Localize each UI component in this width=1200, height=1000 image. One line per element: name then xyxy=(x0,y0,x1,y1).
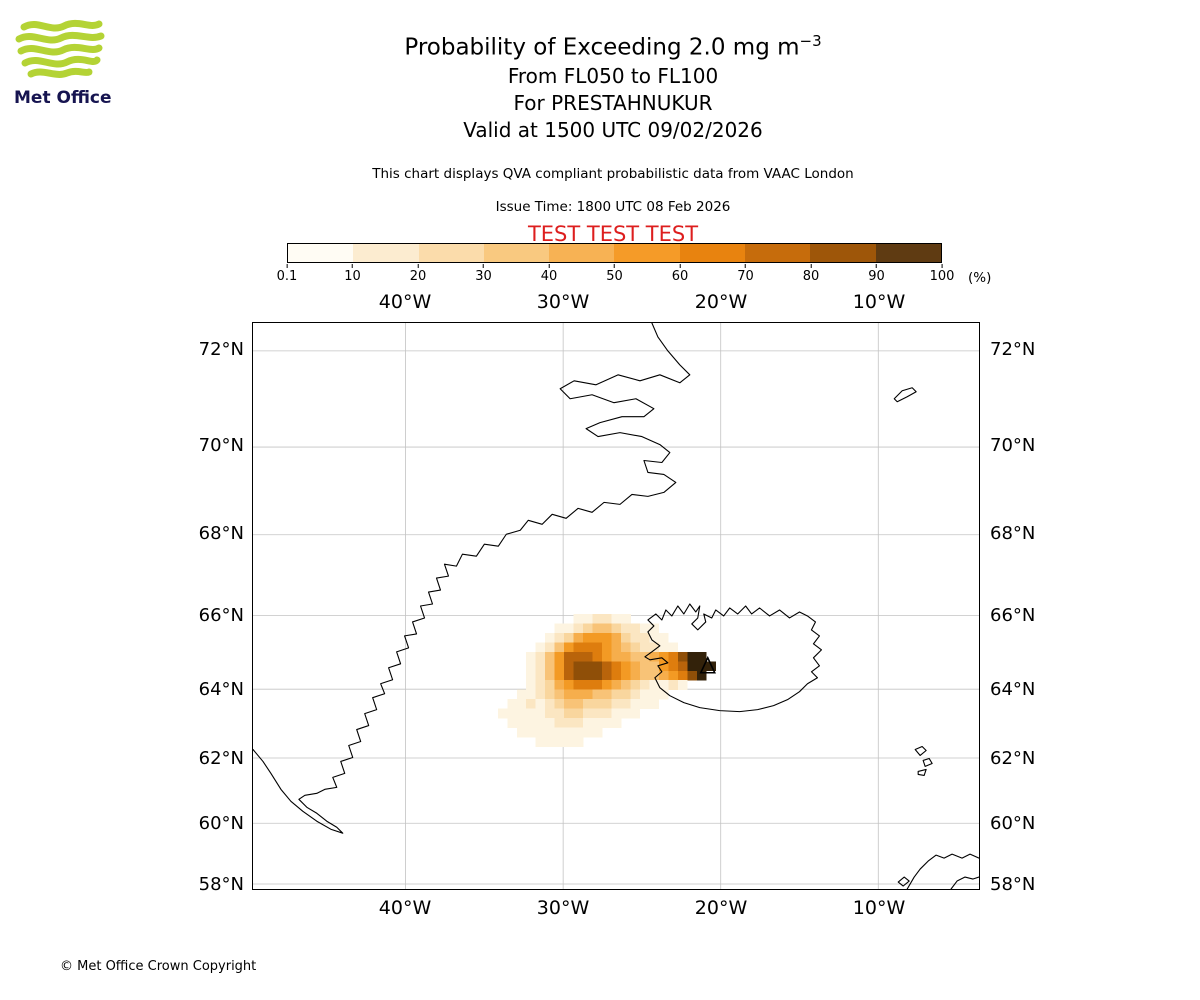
test-banner: TEST TEST TEST xyxy=(527,221,699,246)
colorbar-tick-label: 100 xyxy=(930,264,954,284)
qva-note: This chart displays QVA compliant probab… xyxy=(372,165,854,182)
met-office-logo-text: Met Office xyxy=(14,88,112,108)
colorbar-segment xyxy=(614,244,680,262)
colorbar-tick-label: 40 xyxy=(541,264,557,284)
lat-label-right-58n: 58°N xyxy=(990,874,1036,895)
copyright-text: © Met Office Crown Copyright xyxy=(60,959,257,974)
chart-header: Probability of Exceeding 2.0 mg m−3 From… xyxy=(26,26,1200,246)
lat-label-left-60n: 60°N xyxy=(198,813,244,834)
met-office-waves-icon xyxy=(15,19,105,78)
map-area xyxy=(252,322,980,890)
lat-label-right-72n: 72°N xyxy=(990,339,1036,360)
met-office-logo: Met Office xyxy=(14,18,134,108)
greenland-coastline xyxy=(253,323,691,834)
colorbar-segment xyxy=(353,244,419,262)
chart-title-text: Probability of Exceeding 2.0 mg m xyxy=(404,34,800,61)
volcano-name-line: For PRESTAHNUKUR xyxy=(513,90,713,115)
colorbar-unit-label: (%) xyxy=(968,270,992,286)
lon-label-bottom-10w: 10°W xyxy=(852,897,906,919)
colorbar-segment xyxy=(288,244,354,262)
flight-level-line: From FL050 to FL100 xyxy=(507,63,719,88)
colorbar-tick-label: 70 xyxy=(737,264,754,284)
colorbar-tick-label: 30 xyxy=(475,264,492,284)
lat-label-right-60n: 60°N xyxy=(990,813,1036,834)
colorbar-segment xyxy=(418,244,484,262)
lon-label-top-20w: 20°W xyxy=(694,291,748,313)
lon-label-top-30w: 30°W xyxy=(536,291,590,313)
lon-label-top-10w: 10°W xyxy=(852,291,906,313)
colorbar-segments xyxy=(287,243,942,263)
ash-probability-plume xyxy=(497,613,717,747)
valid-time-line: Valid at 1500 UTC 09/02/2026 xyxy=(463,117,763,142)
faroe-islands-coastline xyxy=(914,745,933,776)
colorbar-tick-label: 90 xyxy=(868,264,885,284)
graticule-lines xyxy=(253,323,979,889)
lat-label-right-64n: 64°N xyxy=(990,679,1036,700)
lon-label-bottom-40w: 40°W xyxy=(378,897,432,919)
colorbar-segment xyxy=(875,244,941,262)
lat-label-left-72n: 72°N xyxy=(198,339,244,360)
lon-label-bottom-20w: 20°W xyxy=(694,897,748,919)
colorbar-tick-label: 80 xyxy=(803,264,819,284)
lat-label-right-70n: 70°N xyxy=(990,435,1036,456)
lat-label-left-70n: 70°N xyxy=(198,435,244,456)
lat-label-left-68n: 68°N xyxy=(198,523,244,544)
scotland-hebrides-coastline xyxy=(897,853,979,889)
colorbar-tick-label: 50 xyxy=(606,264,623,284)
volcano-marker xyxy=(699,655,716,674)
lat-label-left-66n: 66°N xyxy=(198,605,244,626)
colorbar-segment xyxy=(679,244,746,262)
lat-label-right-62n: 62°N xyxy=(990,748,1036,769)
chart-title-superscript: −3 xyxy=(799,32,822,50)
coastlines xyxy=(253,323,979,889)
colorbar-tick-label: 20 xyxy=(410,264,426,284)
colorbar-segment xyxy=(549,244,615,262)
colorbar-tick-label: 60 xyxy=(672,264,688,284)
chart-title: Probability of Exceeding 2.0 mg m−3 xyxy=(26,26,1200,63)
jan-mayen-coastline xyxy=(893,387,917,403)
colorbar-tick-label: 0.1 xyxy=(277,264,297,284)
lat-label-left-58n: 58°N xyxy=(198,874,244,895)
colorbar-ticks: 0.1 10 20 30 40 50 60 70 80 90 100 xyxy=(277,264,954,288)
lat-label-left-62n: 62°N xyxy=(198,748,244,769)
colorbar-segment xyxy=(745,244,811,262)
colorbar-segment xyxy=(483,244,550,262)
colorbar-segment xyxy=(810,244,876,262)
issue-time: Issue Time: 1800 UTC 08 Feb 2026 xyxy=(495,198,731,215)
colorbar-tick-label: 10 xyxy=(344,264,361,284)
lon-label-top-40w: 40°W xyxy=(378,291,432,313)
iceland-coastline xyxy=(644,603,822,713)
lat-label-right-68n: 68°N xyxy=(990,523,1036,544)
lat-label-right-66n: 66°N xyxy=(990,605,1036,626)
lon-label-bottom-30w: 30°W xyxy=(536,897,590,919)
lat-label-left-64n: 64°N xyxy=(198,679,244,700)
